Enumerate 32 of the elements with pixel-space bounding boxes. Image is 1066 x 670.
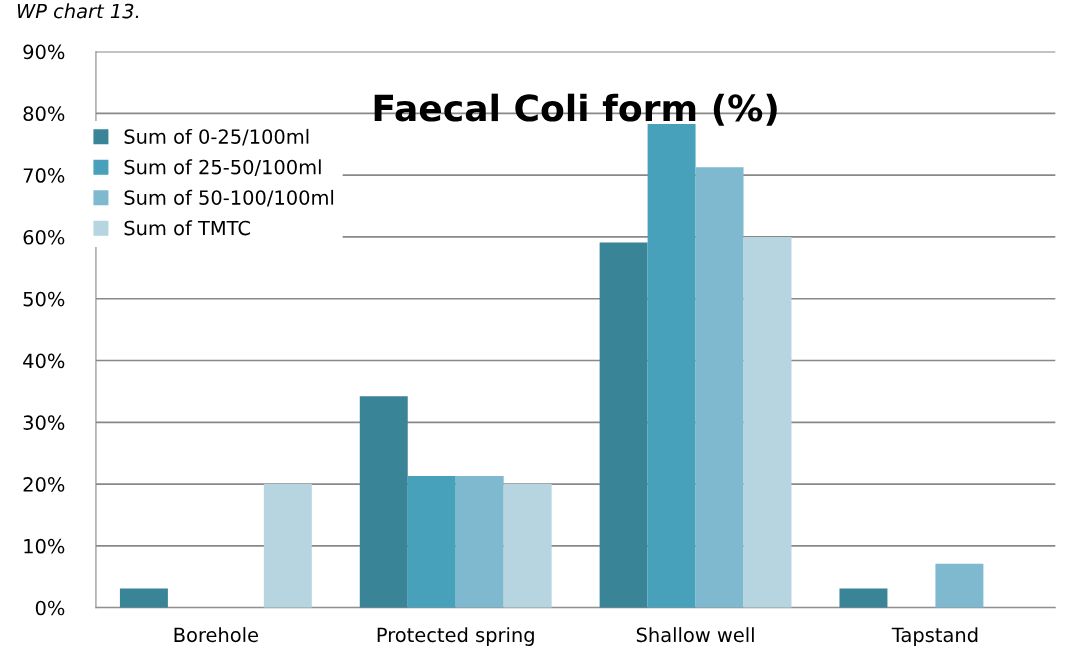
bar: [407, 476, 456, 608]
bar: [695, 167, 744, 608]
y-tick-label: 90%: [23, 44, 65, 60]
bar: [743, 236, 792, 608]
bar: [503, 484, 552, 608]
x-tick-label: Protected spring: [377, 627, 534, 646]
bar: [359, 396, 408, 608]
x-tick-label: Tapstand: [891, 627, 978, 646]
bar: [263, 484, 312, 608]
y-tick-label: 70%: [23, 168, 65, 183]
y-tick-label: 30%: [23, 415, 65, 430]
text: Faecal Coli form (%): [374, 93, 777, 126]
legend-label: Sum of 0-25/100ml: [124, 128, 309, 146]
y-tick-label: 80%: [23, 106, 65, 122]
bar: [119, 588, 168, 608]
bar: [455, 476, 504, 608]
y-tick-label: 60%: [23, 229, 65, 245]
y-tick-label: 40%: [23, 353, 65, 369]
bar: [647, 123, 696, 608]
text: WP chart 13.: [17, 3, 139, 19]
y-tick-label: 10%: [24, 538, 65, 554]
bar: [839, 588, 888, 608]
legend-label: Sum of 25-50/100ml: [124, 159, 321, 176]
bar: [935, 563, 984, 608]
bar: [599, 242, 648, 608]
y-tick-label: 50%: [23, 291, 65, 307]
legend-label: Sum of 50-100/100ml: [124, 189, 334, 207]
x-tick-label: Borehole: [174, 627, 258, 643]
x-tick-label: Shallow well: [636, 627, 754, 643]
y-tick-label: 20%: [23, 477, 65, 492]
legend-label: Sum of TMTC: [124, 220, 250, 236]
y-tick-label: 0%: [35, 600, 65, 616]
